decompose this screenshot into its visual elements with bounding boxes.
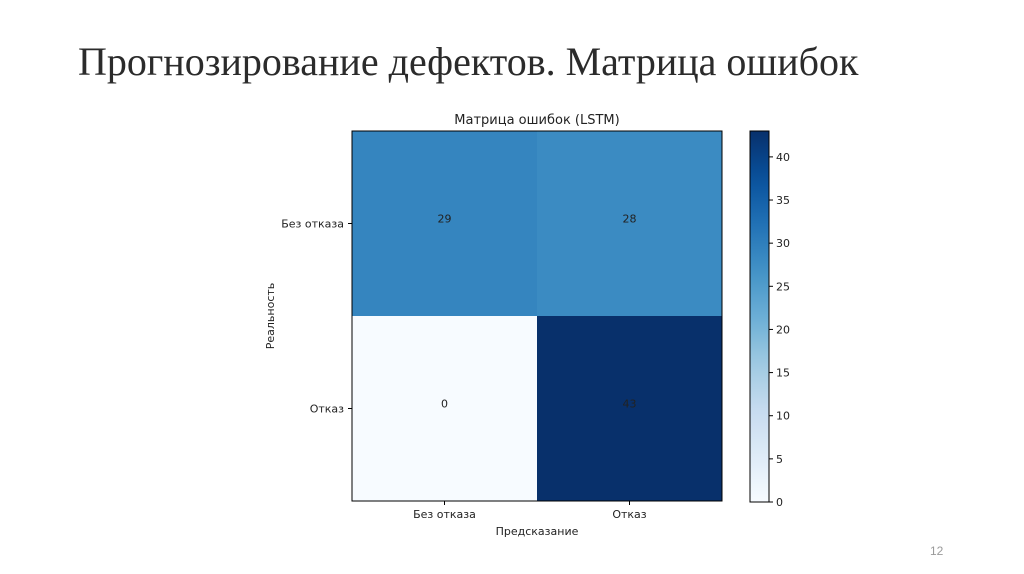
colorbar-tick-label: 30 — [776, 237, 790, 250]
colorbar-tick-label: 15 — [776, 367, 790, 380]
matrix-cell — [352, 131, 537, 316]
colorbar-tick-label: 10 — [776, 410, 790, 423]
cell-value-label: 43 — [623, 398, 637, 411]
matrix-cell — [537, 316, 722, 501]
cell-value-label: 29 — [438, 213, 452, 226]
matrix-frame — [351, 130, 723, 502]
y-tick-label: Без отказа — [281, 218, 344, 231]
y-axis-label: Реальность — [264, 283, 277, 350]
colorbar — [749, 130, 770, 503]
slide-title: Прогнозирование дефектов. Матрица ошибок — [78, 39, 859, 84]
y-tick-label: Отказ — [310, 403, 344, 416]
colorbar-tick-label: 35 — [776, 194, 790, 207]
colorbar-tick-label: 0 — [776, 496, 783, 509]
colorbar-tick-label: 20 — [776, 323, 790, 336]
x-tick-label: Отказ — [612, 508, 646, 521]
matrix-cell — [352, 316, 537, 501]
colorbar-tick-label: 25 — [776, 280, 790, 293]
x-axis-label: Предсказание — [496, 525, 579, 538]
cell-value-label: 0 — [441, 398, 448, 411]
page-number: 12 — [930, 544, 944, 558]
matrix-cell — [537, 131, 722, 316]
colorbar-tick-label: 5 — [776, 453, 783, 466]
x-tick-label: Без отказа — [413, 508, 476, 521]
cell-value-label: 28 — [623, 213, 637, 226]
colorbar-tick-label: 40 — [776, 151, 790, 164]
chart-title: Матрица ошибок (LSTM) — [454, 113, 619, 128]
